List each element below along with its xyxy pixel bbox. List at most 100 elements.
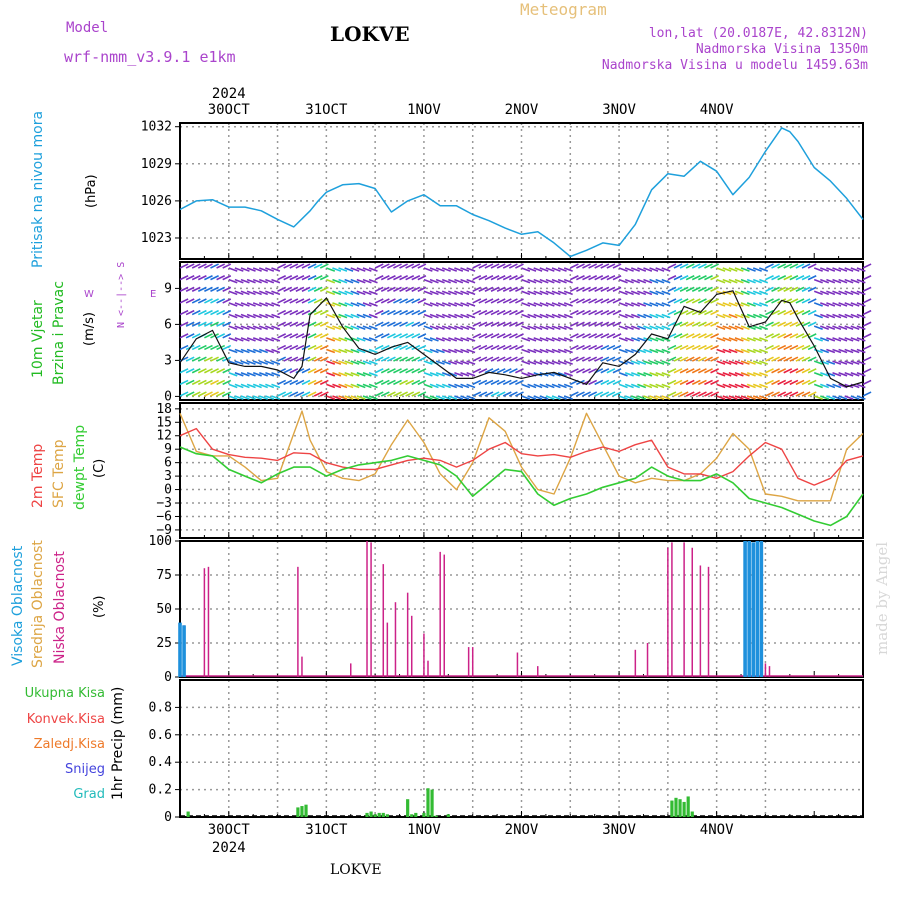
- wind-barb: [454, 337, 464, 342]
- wind-barb: [344, 290, 354, 296]
- wind-barb: [191, 321, 201, 327]
- wind-barb: [698, 263, 707, 269]
- wind-barb: [813, 360, 823, 365]
- wind-barb: [771, 298, 780, 304]
- wind-barb: [740, 325, 750, 331]
- wind-barb: [460, 360, 470, 365]
- wind-barb: [246, 290, 256, 296]
- wind-barb: [417, 286, 427, 292]
- wind-barb: [630, 302, 640, 307]
- wind-barb: [746, 371, 756, 377]
- wind-barb: [204, 321, 213, 327]
- precip-bar: [670, 800, 674, 817]
- wind-barb: [417, 391, 427, 397]
- wind-barb: [685, 379, 695, 386]
- wind-barb: [655, 302, 665, 307]
- wind-barb: [204, 298, 213, 304]
- wind-barb: [746, 313, 756, 319]
- wind-barb: [563, 267, 573, 272]
- wind-barb: [350, 395, 360, 400]
- wind-barb: [551, 348, 561, 354]
- wind-barb: [728, 395, 738, 400]
- wind-barb: [624, 337, 634, 342]
- wind-barb: [685, 368, 695, 374]
- wind-barb: [563, 348, 573, 354]
- wind-barb: [368, 267, 378, 272]
- wind-barb: [563, 395, 573, 400]
- high-cloud-bar: [743, 541, 747, 677]
- wind-barb: [844, 302, 854, 307]
- wind-barb: [844, 267, 854, 272]
- wind-barb: [313, 298, 323, 304]
- wind-barb: [466, 360, 476, 365]
- wind-barb: [826, 360, 836, 365]
- wind-barb: [460, 278, 470, 284]
- wind-barb: [826, 337, 836, 342]
- wind-barb: [838, 360, 848, 365]
- wind-barb: [691, 368, 701, 374]
- wind-barb: [405, 275, 415, 281]
- wind-barb: [569, 333, 579, 339]
- wind-barb: [484, 356, 494, 362]
- wind-barb: [271, 395, 281, 400]
- wind-barb: [429, 290, 439, 296]
- wind-barb: [838, 383, 848, 389]
- wind-barb: [661, 395, 671, 400]
- wind-barb: [789, 286, 799, 292]
- wind-barb: [606, 286, 616, 292]
- wind-barb: [240, 348, 250, 354]
- wind-barb: [289, 356, 299, 362]
- wind-barb: [826, 278, 836, 284]
- wind-barb: [393, 379, 402, 386]
- wind-barb: [380, 356, 390, 362]
- wind-barb: [399, 333, 408, 339]
- wind-barb: [259, 383, 269, 389]
- wind-barb: [856, 278, 866, 284]
- wind-barb: [740, 395, 750, 400]
- wind-barb: [502, 333, 512, 339]
- wind-barb: [746, 278, 756, 284]
- wind-barb: [539, 267, 549, 272]
- wind-barb: [728, 278, 738, 284]
- wind-barb: [265, 395, 275, 400]
- wind-barb: [771, 368, 780, 374]
- wind-barb: [673, 391, 683, 397]
- wind-barb: [454, 360, 464, 365]
- wind-barb: [197, 321, 207, 327]
- wind-barb: [515, 309, 524, 316]
- wind-barb: [289, 321, 299, 327]
- wind-barb: [569, 368, 579, 374]
- wind-barb: [234, 278, 244, 284]
- wind-barb: [734, 348, 744, 354]
- wind-barb: [411, 286, 421, 292]
- wind-barb: [429, 325, 439, 331]
- wind-barb: [362, 337, 372, 342]
- wind-barb: [484, 263, 494, 269]
- wind-barb: [356, 290, 366, 296]
- y-tick-label: 6: [164, 317, 172, 332]
- wind-barb: [289, 309, 299, 316]
- wind-barb: [252, 325, 262, 331]
- wind-barb: [508, 356, 518, 362]
- wind-barb: [801, 286, 811, 292]
- wind-barb: [527, 267, 537, 272]
- wind-barb: [637, 290, 647, 296]
- wind-barb: [179, 391, 189, 397]
- wind-barb: [777, 356, 787, 362]
- wind-barb: [246, 313, 256, 319]
- wind-barb: [771, 309, 780, 316]
- wind-barb: [801, 344, 811, 351]
- wind-barb: [417, 368, 427, 374]
- wind-barb: [795, 379, 805, 386]
- wind-barb: [521, 267, 531, 272]
- wind-barb: [685, 321, 695, 327]
- wind-barb: [801, 263, 811, 269]
- x-year-label-top: 2024: [212, 86, 246, 102]
- wind-barb: [826, 348, 836, 354]
- wind-barb: [319, 356, 329, 362]
- wind-barb: [551, 371, 561, 377]
- wind-barb: [740, 371, 750, 377]
- wind-barb: [588, 286, 598, 292]
- wind-barb: [301, 333, 311, 339]
- wind-barb: [313, 368, 323, 374]
